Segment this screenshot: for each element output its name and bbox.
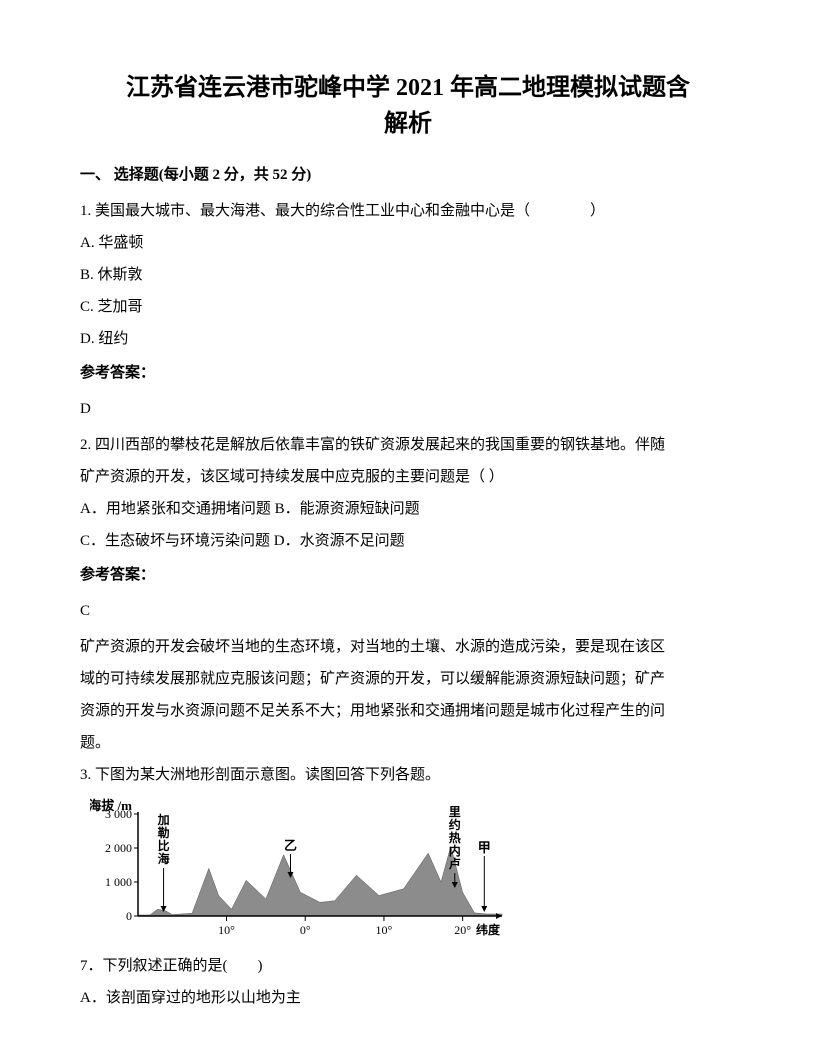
doc-title-1: 江苏省连云港市驼峰中学 2021 年高二地理模拟试题含 xyxy=(126,75,690,101)
q1-answer: D xyxy=(80,394,736,424)
svg-text:0°: 0° xyxy=(300,923,311,937)
q2-answer: C xyxy=(80,596,736,626)
svg-text:甲: 甲 xyxy=(478,840,491,855)
svg-text:10°: 10° xyxy=(218,923,235,937)
svg-text:比: 比 xyxy=(158,838,170,853)
svg-text:0: 0 xyxy=(126,909,132,923)
svg-text:里: 里 xyxy=(449,804,461,819)
svg-text:内: 内 xyxy=(449,843,461,858)
q2-expl-4: 题。 xyxy=(80,728,736,758)
q1-answer-label: 参考答案： xyxy=(80,358,736,388)
q2-expl-2: 域的可持续发展那就应克服该问题；矿产资源的开发，可以缓解能源资源短缺问题；矿产 xyxy=(80,664,736,694)
q3-stem: 3. 下图为某大洲地形剖面示意图。读图回答下列各题。 xyxy=(80,760,736,790)
q1-optB: B. 休斯敦 xyxy=(80,260,736,290)
q2-optCD: C．生态破坏与环境污染问题 D．水资源不足问题 xyxy=(80,526,736,556)
svg-text:纬度: 纬度 xyxy=(476,922,501,937)
svg-text:20°: 20° xyxy=(454,923,471,937)
svg-text:乙: 乙 xyxy=(284,838,297,853)
q2-optAB: A．用地紧张和交通拥堵问题 B．能源资源短缺问题 xyxy=(80,494,736,524)
profile-chart: 海拔 /m01 0002 0003 00010°0°10°20°纬度加勒比海乙里… xyxy=(90,796,736,951)
doc-title-2: 解析 xyxy=(384,111,432,137)
svg-text:2 000: 2 000 xyxy=(105,841,132,855)
q1-optD: D. 纽约 xyxy=(80,324,736,354)
svg-text:约: 约 xyxy=(449,817,461,832)
q2-answer-label: 参考答案： xyxy=(80,560,736,590)
svg-text:勒: 勒 xyxy=(158,825,170,840)
q3-sub: 7．下列叙述正确的是( ) xyxy=(80,951,736,981)
svg-text:加: 加 xyxy=(157,812,170,827)
q1-optA: A. 华盛顿 xyxy=(80,228,736,258)
q2-stem-2: 矿产资源的开发，该区域可持续发展中应克服的主要问题是（ ） xyxy=(80,462,736,492)
svg-text:卢: 卢 xyxy=(449,856,461,871)
q1-stem: 1. 美国最大城市、最大海港、最大的综合性工业中心和金融中心是（ ） xyxy=(80,196,736,226)
svg-text:3 000: 3 000 xyxy=(105,807,132,821)
q2-expl-1: 矿产资源的开发会破坏当地的生态环境，对当地的土壤、水源的造成污染，要是现在该区 xyxy=(80,632,736,662)
svg-text:热: 热 xyxy=(449,830,461,845)
svg-text:10°: 10° xyxy=(376,923,393,937)
q2-expl-3: 资源的开发与水资源问题不足关系不大；用地紧张和交通拥堵问题是城市化过程产生的问 xyxy=(80,696,736,726)
q3-optA: A．该剖面穿过的地形以山地为主 xyxy=(80,983,736,1013)
q1-optC: C. 芝加哥 xyxy=(80,292,736,322)
svg-text:海: 海 xyxy=(158,851,170,866)
q2-stem-1: 2. 四川西部的攀枝花是解放后依靠丰富的铁矿资源发展起来的我国重要的钢铁基地。伴… xyxy=(80,430,736,460)
svg-text:1 000: 1 000 xyxy=(105,875,132,889)
section-heading: 一、 选择题(每小题 2 分，共 52 分) xyxy=(80,160,736,190)
